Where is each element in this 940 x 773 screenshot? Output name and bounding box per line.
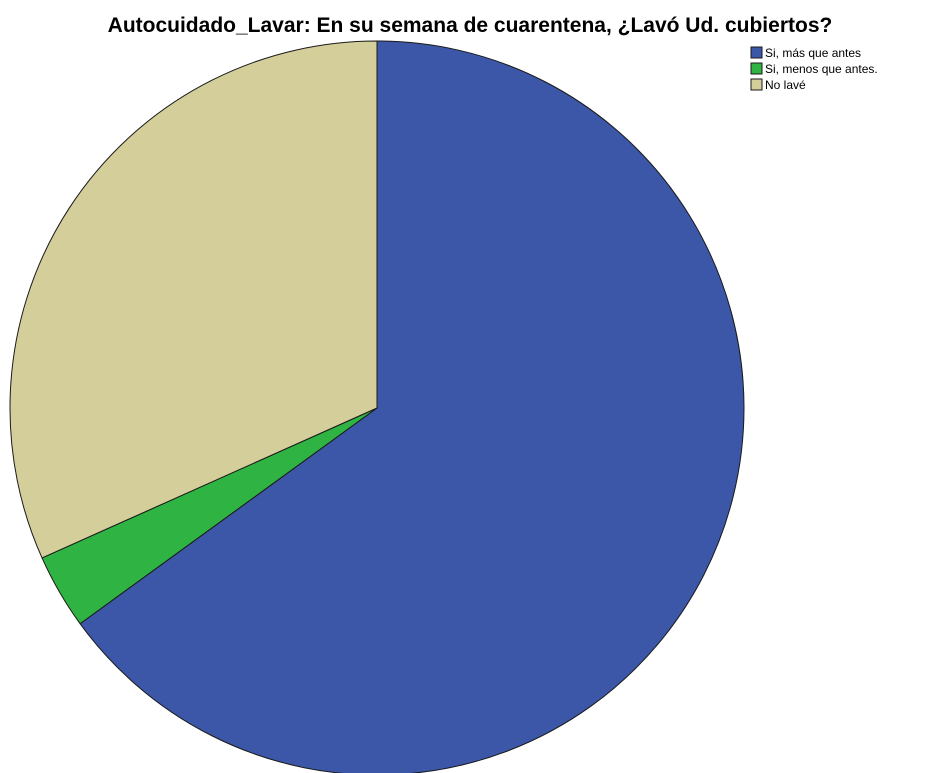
legend-swatch-si-menos-que-antes — [750, 62, 763, 75]
legend-swatch-si-mas-que-antes — [750, 46, 763, 59]
chart-title: Autocuidado_Lavar: En su semana de cuare… — [107, 14, 833, 37]
pie-slice-si-mas-que-antes — [79, 40, 745, 773]
pie-slice-no-lave — [9, 40, 378, 559]
chart-legend: Si, más que antes Si, menos que antes. No … — [750, 46, 878, 92]
legend-label-si-mas-que-antes: Si, más que antes — [765, 46, 861, 60]
legend-label-si-menos-que-antes: Si, menos que antes. — [765, 62, 878, 76]
pie-slices — [9, 40, 745, 773]
legend-label-no-lave: No lavé — [765, 78, 806, 92]
legend-swatch-no-lave — [750, 78, 763, 91]
